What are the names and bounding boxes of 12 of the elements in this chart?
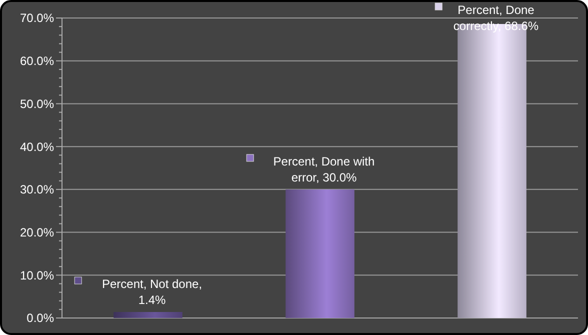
data-label: Percent, Not done, 1.4% — [102, 277, 202, 307]
y-tick-label: 60.0% — [20, 54, 54, 68]
data-label: Percent, Done with error, 30.0% — [273, 154, 375, 184]
y-tick-label: 50.0% — [20, 96, 54, 111]
y-tick-label: 40.0% — [20, 140, 54, 154]
bar — [114, 312, 182, 318]
y-tick-label: 0.0% — [26, 311, 54, 326]
y-tick-label: 20.0% — [20, 225, 54, 240]
bar — [286, 189, 354, 318]
y-tick-label: 10.0% — [20, 268, 54, 282]
y-tick-label: 30.0% — [20, 182, 54, 197]
y-tick-label: 70.0% — [20, 11, 54, 26]
